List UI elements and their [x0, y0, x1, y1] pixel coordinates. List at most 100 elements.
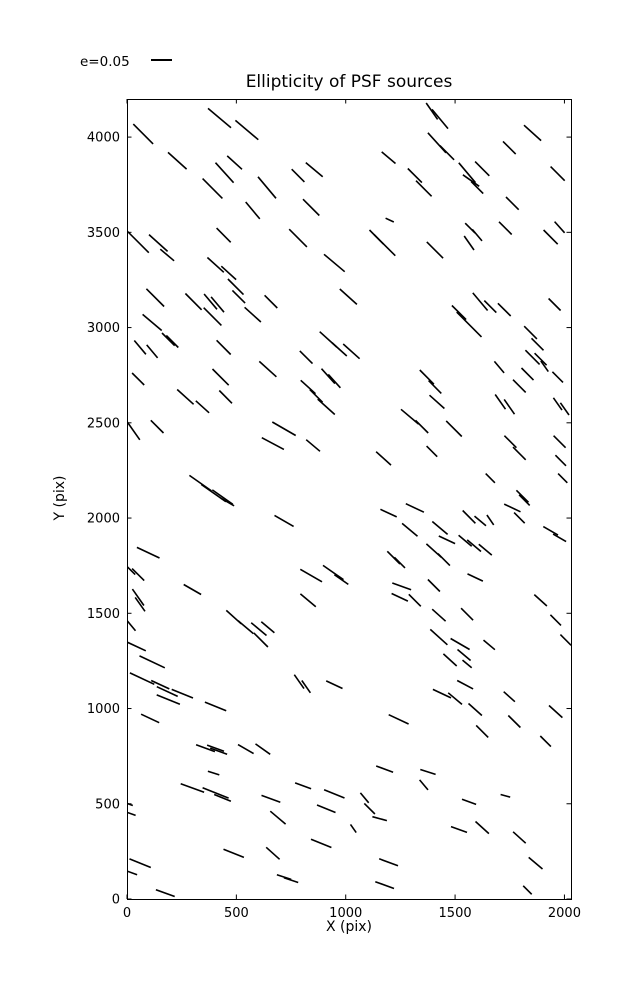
ellipticity-whisker: [456, 679, 474, 690]
ellipticity-whisker: [139, 655, 166, 669]
ellipticity-whisker: [420, 768, 436, 776]
ellipticity-whisker: [456, 648, 472, 662]
ellipticity-whisker: [450, 825, 468, 834]
ellipticity-whisker: [305, 161, 324, 178]
ellipticity-whisker: [261, 436, 285, 451]
ellipticity-whisker: [294, 782, 312, 790]
ellipticity-whisker: [269, 810, 287, 825]
ellipticity-whisker: [528, 856, 544, 870]
ellipticity-whisker: [253, 632, 269, 648]
ellipticity-whisker: [450, 637, 471, 651]
ellipticity-whisker: [171, 688, 194, 699]
ellipticity-whisker: [463, 235, 475, 251]
ellipticity-whisker: [533, 594, 548, 607]
ellipticity-whisker: [408, 593, 422, 607]
ellipticity-whisker: [431, 108, 449, 130]
ellipticity-whisker: [127, 641, 147, 652]
ellipticity-whisker: [207, 770, 220, 776]
ellipticity-whisker: [213, 793, 232, 802]
ellipticity-whisker: [554, 221, 566, 234]
ellipticity-whisker: [548, 704, 563, 719]
ellipticity-whisker: [427, 578, 441, 593]
ellipticity-whisker: [407, 167, 423, 184]
ellipticity-whisker: [227, 278, 245, 296]
ellipticity-whisker: [393, 556, 406, 569]
ellipticity-whisker: [209, 747, 228, 756]
ellipticity-whisker: [503, 503, 521, 513]
ellipticity-whisker: [255, 743, 271, 755]
ellipticity-whisker: [475, 724, 489, 738]
ellipticity-whisker: [375, 880, 395, 890]
ellipticity-whisker: [129, 672, 155, 686]
ellipticity-whisker: [131, 568, 145, 582]
ellipticity-whisker: [204, 701, 227, 712]
x-tick-label: 0: [123, 906, 131, 921]
whisker-group: [127, 102, 571, 898]
ellipticity-whisker: [216, 339, 232, 356]
ellipticity-whisker: [429, 628, 448, 646]
ellipticity-whisker: [548, 297, 562, 312]
ellipticity-whisker: [148, 234, 169, 252]
ellipticity-whisker: [471, 228, 483, 242]
ellipticity-whisker: [415, 180, 433, 197]
ellipticity-whisker: [553, 435, 567, 449]
ellipticity-whisker: [520, 367, 535, 381]
ellipticity-whisker: [432, 688, 452, 699]
ellipticity-whisker: [442, 653, 458, 667]
ellipticity-whisker: [385, 217, 395, 223]
ellipticity-whisker: [202, 786, 229, 799]
ellipticity-whisker: [288, 228, 308, 248]
ellipticity-whisker: [320, 368, 336, 385]
ellipticity-whisker: [559, 402, 570, 416]
ellipticity-whisker: [437, 553, 451, 567]
ellipticity-whisker: [131, 588, 145, 606]
ellipticity-whisker: [127, 420, 141, 441]
ellipticity-whisker: [176, 388, 195, 405]
y-tick-label: 2500: [87, 416, 120, 431]
ellipticity-whisker: [549, 614, 562, 626]
ellipticity-whisker: [127, 230, 150, 254]
ellipticity-whisker: [156, 685, 179, 698]
ellipticity-whisker: [127, 811, 136, 817]
y-axis-label: Y (pix): [52, 475, 68, 521]
ellipticity-whisker: [494, 394, 507, 410]
ellipticity-whisker: [127, 565, 136, 576]
ellipticity-whisker: [523, 124, 542, 142]
ellipticity-whisker: [140, 713, 160, 724]
ellipticity-whisker: [250, 622, 268, 637]
ellipticity-whisker: [134, 596, 146, 612]
ellipticity-whisker: [223, 848, 245, 859]
ellipticity-whisker: [195, 400, 210, 414]
ellipticity-whisker: [426, 445, 438, 458]
ellipticity-whisker: [401, 522, 419, 537]
y-tick-label: 3000: [87, 321, 120, 336]
ellipticity-whisker: [381, 151, 397, 165]
ellipticity-whisker: [400, 408, 420, 425]
ellipticity-whisker: [461, 659, 473, 669]
ellipticity-whisker: [425, 102, 439, 120]
ellipticity-whisker: [478, 543, 493, 556]
ellipticity-whisker: [207, 107, 232, 129]
ellipticity-whisker: [165, 334, 179, 349]
ellipticity-whisker: [557, 473, 568, 484]
x-tick-label: 2000: [548, 906, 581, 921]
ellipticity-whisker: [156, 694, 181, 706]
ellipticity-whisker: [333, 574, 349, 586]
ellipticity-whisker: [458, 162, 477, 184]
ellipticity-whisker: [300, 379, 317, 395]
ellipticity-whisker: [503, 691, 516, 703]
ellipticity-whisker: [428, 394, 445, 410]
ellipticity-whisker: [467, 573, 484, 582]
ellipticity-whisker: [439, 145, 455, 161]
ellipticity-whisker: [237, 620, 254, 635]
ellipticity-whisker: [512, 379, 527, 393]
ellipticity-whisker: [325, 680, 343, 690]
ellipticity-whisker: [500, 793, 511, 798]
ellipticity-whisker: [530, 337, 545, 351]
y-tick-label: 0: [112, 893, 120, 908]
ellipticity-whisker: [438, 535, 456, 545]
legend-label: e=0.05: [80, 54, 130, 70]
ellipticity-whisker: [493, 360, 505, 374]
ellipticity-whisker: [210, 296, 225, 313]
